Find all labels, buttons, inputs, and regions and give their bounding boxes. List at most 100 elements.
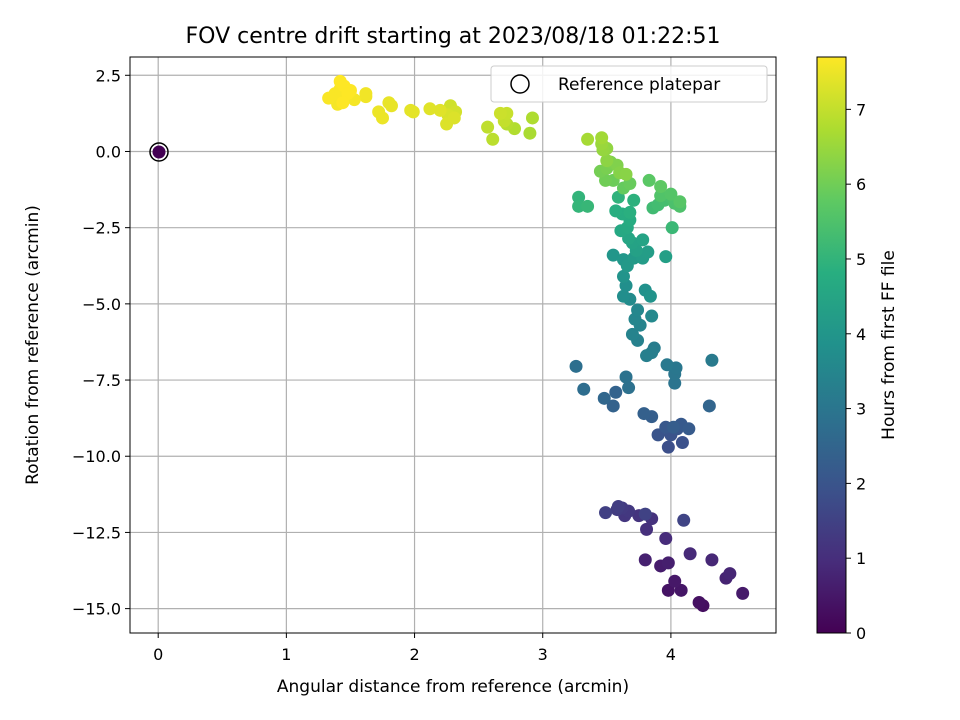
data-point <box>654 180 668 194</box>
data-point <box>705 353 719 367</box>
data-point <box>705 553 719 567</box>
data-point <box>423 102 437 116</box>
data-point <box>623 205 637 219</box>
data-point <box>640 522 654 536</box>
colorbar-label: Hours from first FF file <box>879 250 899 440</box>
colorbar-tick-label: 2 <box>856 474 866 493</box>
data-point <box>609 385 623 399</box>
data-point <box>447 111 461 125</box>
x-tick-label: 0 <box>153 645 163 664</box>
data-point <box>577 382 591 396</box>
y-tick-label: −2.5 <box>82 219 121 238</box>
data-point <box>404 103 418 117</box>
data-point <box>619 370 633 384</box>
reference-platepar-marker <box>149 142 169 162</box>
data-point <box>433 103 447 117</box>
legend-entry-reference-platepar: Reference platepar <box>558 75 720 95</box>
data-point <box>572 199 586 213</box>
data-point <box>336 96 350 110</box>
colorbar-ticks: 0 1 2 3 4 5 6 7 <box>846 100 866 643</box>
colorbar: 0 1 2 3 4 5 6 7 Hours from first FF file <box>816 56 899 643</box>
data-point <box>661 440 675 454</box>
data-point <box>481 120 495 134</box>
grid-lines <box>130 57 776 633</box>
data-point <box>692 596 706 610</box>
colorbar-tick-label: 7 <box>856 100 866 119</box>
data-point <box>372 105 386 119</box>
y-tick-label: −10.0 <box>72 447 121 466</box>
y-tick-label: 0.0 <box>96 142 121 161</box>
legend: Reference platepar <box>490 65 768 103</box>
data-point <box>627 193 641 207</box>
data-point <box>581 132 595 146</box>
data-point <box>666 420 680 434</box>
chart-title: FOV centre drift starting at 2023/08/18 … <box>186 24 721 49</box>
data-point <box>673 195 687 209</box>
data-point <box>723 567 737 581</box>
data-point <box>645 309 659 323</box>
y-axis-ticks: 2.5 0.0 −2.5 −5.0 −7.5 −10.0 −12.5 −15.0 <box>72 66 130 619</box>
data-point <box>682 422 696 436</box>
data-point <box>599 506 613 520</box>
data-point <box>641 245 655 259</box>
data-point <box>523 126 537 140</box>
data-point <box>659 250 673 264</box>
data-point <box>525 111 539 125</box>
x-tick-label: 1 <box>281 645 291 664</box>
data-point <box>661 583 675 597</box>
data-point <box>616 269 630 283</box>
data-point <box>668 376 682 390</box>
data-point <box>616 289 630 303</box>
colorbar-tick-label: 3 <box>856 400 866 419</box>
colorbar-tick-label: 6 <box>856 175 866 194</box>
data-point <box>661 556 675 570</box>
reference-platepar-point <box>152 145 166 159</box>
data-point <box>654 189 668 203</box>
colorbar-gradient <box>816 56 847 634</box>
data-point <box>637 407 651 421</box>
y-axis-label: Rotation from reference (arcmin) <box>23 205 43 485</box>
data-point <box>595 131 609 145</box>
data-point <box>660 358 674 372</box>
data-point <box>597 391 611 405</box>
legend-marker-icon <box>510 74 530 94</box>
data-point <box>493 106 507 120</box>
x-tick-label: 4 <box>666 645 676 664</box>
x-tick-label: 3 <box>538 645 548 664</box>
data-point <box>640 349 654 363</box>
data-point <box>581 199 595 213</box>
data-point <box>736 586 750 600</box>
data-point <box>606 248 620 262</box>
data-point <box>668 574 682 588</box>
data-point <box>677 513 691 527</box>
legend-box <box>490 65 768 103</box>
data-point <box>622 381 636 395</box>
data-point <box>665 221 679 235</box>
colorbar-tick-label: 5 <box>856 250 866 269</box>
y-tick-label: 2.5 <box>96 66 121 85</box>
x-axis-ticks: 0 1 2 3 4 <box>153 633 676 664</box>
data-point <box>611 500 625 514</box>
data-point <box>600 154 614 168</box>
data-point <box>619 167 633 181</box>
colorbar-tick-label: 0 <box>856 624 866 643</box>
colorbar-tick-label: 4 <box>856 325 866 344</box>
data-point <box>636 233 650 247</box>
y-tick-label: −15.0 <box>72 600 121 619</box>
data-point <box>359 87 373 101</box>
x-axis-label: Angular distance from reference (arcmin) <box>277 677 629 697</box>
data-point <box>664 187 678 201</box>
data-point <box>643 289 657 303</box>
data-point <box>638 507 652 521</box>
data-point <box>572 190 586 204</box>
data-point <box>486 132 500 146</box>
data-points <box>322 74 750 613</box>
x-tick-label: 2 <box>409 645 419 664</box>
y-tick-label: −5.0 <box>82 295 121 314</box>
data-point <box>625 327 639 341</box>
data-point <box>382 96 396 110</box>
data-point <box>606 399 620 413</box>
plot-frame <box>129 56 777 634</box>
data-point <box>609 204 623 218</box>
